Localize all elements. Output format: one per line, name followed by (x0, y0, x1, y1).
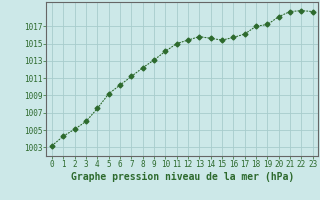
X-axis label: Graphe pression niveau de la mer (hPa): Graphe pression niveau de la mer (hPa) (71, 172, 294, 182)
